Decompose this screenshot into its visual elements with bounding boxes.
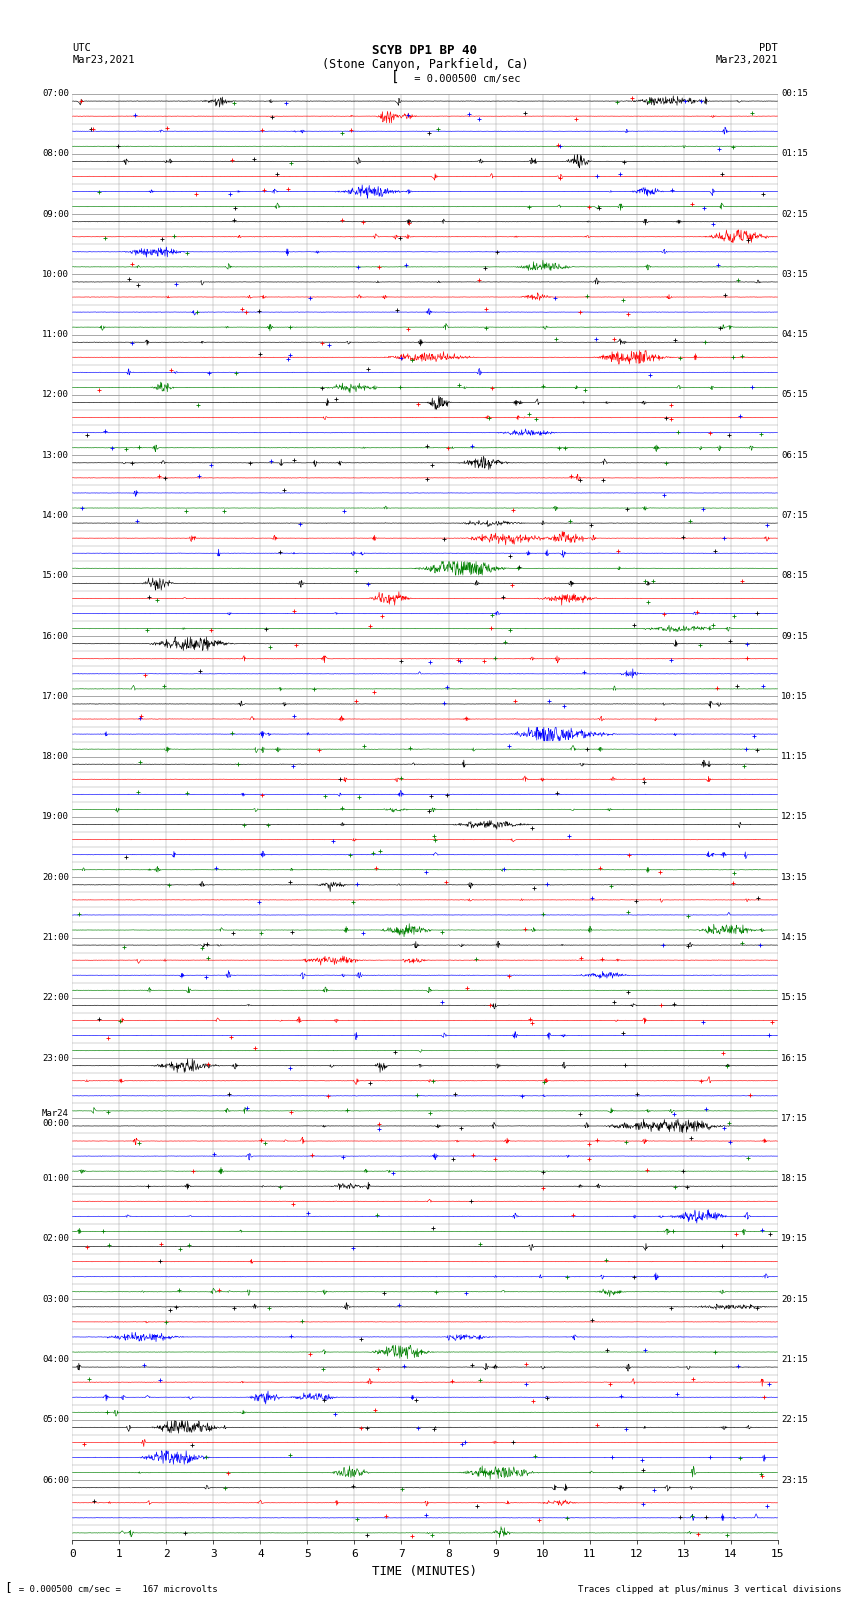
Text: PDT: PDT (759, 44, 778, 53)
Text: 08:15: 08:15 (781, 571, 808, 581)
Text: 13:15: 13:15 (781, 873, 808, 882)
Text: Mar23,2021: Mar23,2021 (715, 55, 778, 65)
Text: 17:00: 17:00 (42, 692, 69, 702)
Text: 18:00: 18:00 (42, 752, 69, 761)
Text: 12:00: 12:00 (42, 390, 69, 400)
X-axis label: TIME (MINUTES): TIME (MINUTES) (372, 1565, 478, 1578)
Text: 19:00: 19:00 (42, 813, 69, 821)
Text: [: [ (391, 69, 399, 84)
Text: 04:00: 04:00 (42, 1355, 69, 1365)
Text: 01:00: 01:00 (42, 1174, 69, 1184)
Text: 11:00: 11:00 (42, 331, 69, 339)
Text: = 0.000500 cm/sec =    167 microvolts: = 0.000500 cm/sec = 167 microvolts (8, 1584, 218, 1594)
Text: 13:00: 13:00 (42, 450, 69, 460)
Text: 19:15: 19:15 (781, 1234, 808, 1244)
Text: 18:15: 18:15 (781, 1174, 808, 1184)
Text: 21:00: 21:00 (42, 932, 69, 942)
Text: 22:00: 22:00 (42, 994, 69, 1002)
Text: 16:00: 16:00 (42, 632, 69, 640)
Text: 00:00: 00:00 (42, 1119, 69, 1127)
Text: 10:15: 10:15 (781, 692, 808, 702)
Text: 22:15: 22:15 (781, 1415, 808, 1424)
Text: [: [ (4, 1581, 12, 1594)
Text: 07:00: 07:00 (42, 89, 69, 98)
Text: 11:15: 11:15 (781, 752, 808, 761)
Text: 10:00: 10:00 (42, 269, 69, 279)
Text: SCYB DP1 BP 40: SCYB DP1 BP 40 (372, 44, 478, 58)
Text: 21:15: 21:15 (781, 1355, 808, 1365)
Text: 02:00: 02:00 (42, 1234, 69, 1244)
Text: 03:00: 03:00 (42, 1295, 69, 1303)
Text: 20:15: 20:15 (781, 1295, 808, 1303)
Text: 09:00: 09:00 (42, 210, 69, 219)
Text: 14:15: 14:15 (781, 932, 808, 942)
Text: 02:15: 02:15 (781, 210, 808, 219)
Text: 08:00: 08:00 (42, 150, 69, 158)
Text: 15:15: 15:15 (781, 994, 808, 1002)
Text: 06:00: 06:00 (42, 1476, 69, 1484)
Text: 12:15: 12:15 (781, 813, 808, 821)
Text: 06:15: 06:15 (781, 450, 808, 460)
Text: 16:15: 16:15 (781, 1053, 808, 1063)
Text: 00:15: 00:15 (781, 89, 808, 98)
Text: 20:00: 20:00 (42, 873, 69, 882)
Text: 05:15: 05:15 (781, 390, 808, 400)
Text: 15:00: 15:00 (42, 571, 69, 581)
Text: 09:15: 09:15 (781, 632, 808, 640)
Text: Traces clipped at plus/minus 3 vertical divisions: Traces clipped at plus/minus 3 vertical … (578, 1584, 842, 1594)
Text: 23:15: 23:15 (781, 1476, 808, 1484)
Text: 07:15: 07:15 (781, 511, 808, 519)
Text: 01:15: 01:15 (781, 150, 808, 158)
Text: 23:00: 23:00 (42, 1053, 69, 1063)
Text: 03:15: 03:15 (781, 269, 808, 279)
Text: 14:00: 14:00 (42, 511, 69, 519)
Text: 04:15: 04:15 (781, 331, 808, 339)
Text: (Stone Canyon, Parkfield, Ca): (Stone Canyon, Parkfield, Ca) (321, 58, 529, 71)
Text: 17:15: 17:15 (781, 1115, 808, 1123)
Text: 05:00: 05:00 (42, 1415, 69, 1424)
Text: UTC: UTC (72, 44, 91, 53)
Text: Mar24: Mar24 (42, 1110, 69, 1118)
Text: Mar23,2021: Mar23,2021 (72, 55, 135, 65)
Text: = 0.000500 cm/sec: = 0.000500 cm/sec (408, 74, 520, 84)
